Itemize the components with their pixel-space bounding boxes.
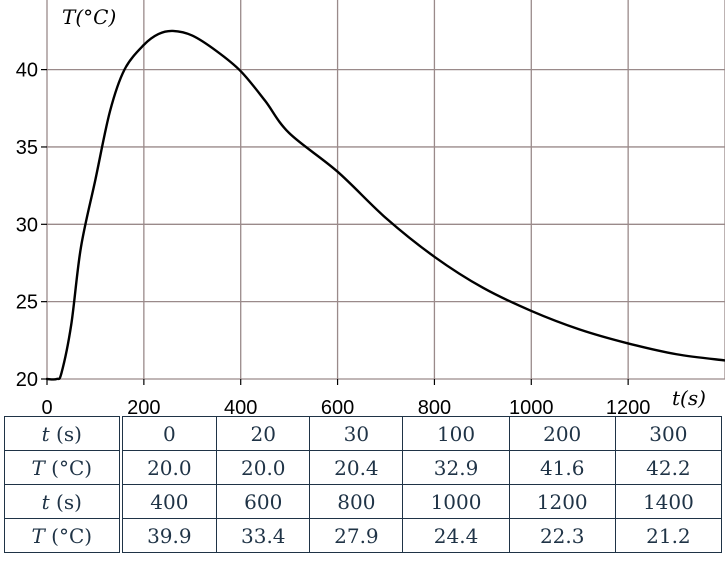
y-tick-label: 35 [16,137,38,159]
chart-series [45,29,725,381]
table-cell: 300 [614,416,723,451]
table-cell: 21.2 [614,518,723,553]
row-variable: T [31,455,45,480]
table-cell: 1200 [508,484,616,519]
table-row: t (s) 0 20 30 100 200 300 [4,416,723,451]
table-cell: 33.4 [216,518,311,553]
x-tick-label: 600 [321,397,354,419]
table-cell: 800 [309,484,404,519]
table-row: T (°C) 39.9 33.4 27.9 24.4 22.3 21.2 [4,518,723,553]
y-tick-label: 30 [16,214,38,236]
table-cell: 20 [216,416,311,451]
row-unit: (s) [49,489,82,514]
row-unit: (°C) [44,455,93,480]
row-variable: t [41,489,50,514]
table-cell: 42.2 [614,450,723,485]
table-row-header: T (°C) [4,518,123,553]
table-cell: 20.0 [119,450,218,485]
table-cell: 27.9 [309,518,404,553]
data-table-body: t (s) 0 20 30 100 200 300 T (°C) 20.0 20.0 20.4 32.… [4,416,723,553]
row-variable: T [31,523,45,548]
x-axis-label: t(s) [672,386,706,410]
y-tick-label: 40 [16,60,38,82]
row-unit: (s) [49,421,82,446]
table-row-header: t (s) [4,416,123,451]
x-tick-label: 1000 [509,397,554,419]
table-row-header: T (°C) [4,450,123,485]
table-row: T (°C) 20.0 20.0 20.4 32.9 41.6 42.2 [4,450,723,485]
table-row-header: t (s) [4,484,123,519]
table-cell: 30 [309,416,404,451]
table-cell: 400 [119,484,218,519]
table-row: t (s) 400 600 800 1000 1200 1400 [4,484,723,519]
table-cell: 600 [216,484,311,519]
table-cell: 1400 [614,484,723,519]
table-cell: 200 [508,416,616,451]
y-axis-label: T(°C) [62,5,116,29]
x-tick-label: 1200 [606,397,651,419]
y-tick-label: 25 [16,292,38,314]
table-cell: 41.6 [508,450,616,485]
x-tick-label: 800 [418,397,451,419]
x-tick-label: 400 [224,397,257,419]
data-table: t (s) 0 20 30 100 200 300 T (°C) 20.0 20.0 20.4 32.… [4,416,723,553]
temperature-curve [45,29,725,381]
table-cell: 0 [119,416,218,451]
chart-grid [46,0,725,380]
table-cell: 100 [402,416,510,451]
table-cell: 1000 [402,484,510,519]
table-cell: 22.3 [508,518,616,553]
row-variable: t [41,421,50,446]
table-cell: 20.4 [309,450,404,485]
row-unit: (°C) [44,523,93,548]
table-cell: 32.9 [402,450,510,485]
y-tick-label: 20 [16,369,38,391]
x-tick-label: 0 [41,397,52,419]
table-cell: 20.0 [216,450,311,485]
table-cell: 39.9 [119,518,218,553]
x-tick-label: 200 [127,397,160,419]
table-cell: 24.4 [402,518,510,553]
